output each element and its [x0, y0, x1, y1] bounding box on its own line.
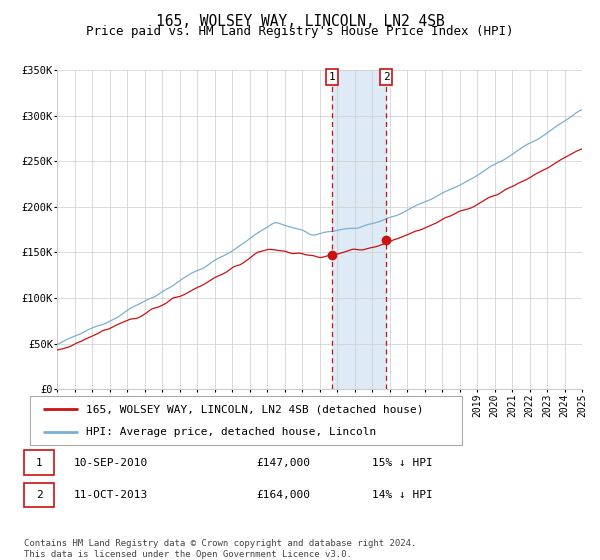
Text: 1: 1 [328, 72, 335, 82]
Bar [332, 70, 386, 389]
FancyBboxPatch shape [24, 450, 55, 475]
Text: 2: 2 [36, 490, 43, 500]
Text: HPI: Average price, detached house, Lincoln: HPI: Average price, detached house, Linc… [86, 427, 376, 437]
Text: 2: 2 [383, 72, 389, 82]
Text: 10-SEP-2010: 10-SEP-2010 [74, 458, 148, 468]
FancyBboxPatch shape [24, 483, 55, 507]
Text: 165, WOLSEY WAY, LINCOLN, LN2 4SB: 165, WOLSEY WAY, LINCOLN, LN2 4SB [155, 14, 445, 29]
Text: Price paid vs. HM Land Registry's House Price Index (HPI): Price paid vs. HM Land Registry's House … [86, 25, 514, 38]
Text: Contains HM Land Registry data © Crown copyright and database right 2024.
This d: Contains HM Land Registry data © Crown c… [24, 539, 416, 559]
Text: £164,000: £164,000 [256, 490, 310, 500]
Text: 1: 1 [36, 458, 43, 468]
Text: £147,000: £147,000 [256, 458, 310, 468]
Text: 11-OCT-2013: 11-OCT-2013 [74, 490, 148, 500]
Text: 165, WOLSEY WAY, LINCOLN, LN2 4SB (detached house): 165, WOLSEY WAY, LINCOLN, LN2 4SB (detac… [86, 404, 424, 414]
FancyBboxPatch shape [30, 396, 462, 445]
Text: 15% ↓ HPI: 15% ↓ HPI [372, 458, 433, 468]
Text: 14% ↓ HPI: 14% ↓ HPI [372, 490, 433, 500]
